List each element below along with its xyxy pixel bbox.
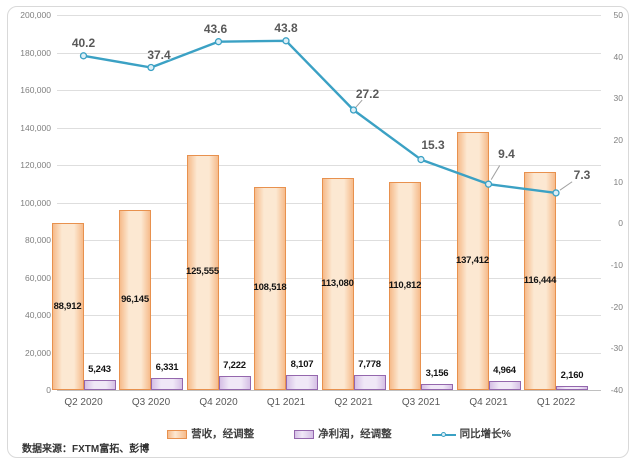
legend: 营收，经调整 净利润，经调整 同比增长% [8,427,628,441]
source-note: 数据来源：FXTM富拓、彭博 [22,444,150,455]
label-leader-line [559,181,573,191]
right-axis-tick: -40 [610,385,623,395]
growth-value-label: 7.3 [573,167,591,182]
profit-bar [218,376,251,390]
right-axis-tick: -10 [610,260,623,270]
growth-value-label: 27.2 [355,87,380,101]
left-axis-tick: 160,000 [20,85,51,95]
growth-marker [349,106,358,114]
growth-value-label: 40.2 [71,35,96,50]
profit-value-label: 5,243 [88,364,111,376]
legend-label-growth: 同比增长% [459,427,511,440]
revenue-value-label: 137,412 [456,255,489,267]
category-label: Q3 2020 [131,397,171,408]
right-axis-tick: 40 [613,51,623,62]
left-axis-tick: 180,000 [20,47,51,58]
left-axis-tick: 0 [46,385,51,395]
revenue-bar [524,171,556,390]
revenue-bar [389,182,421,390]
chart-frame: 0 20,000 40,000 60,000 80,000 100,000 120,000 1… [7,6,629,458]
left-axis-tick: 40,000 [25,310,51,320]
x-axis-line [57,390,601,391]
right-axis-tick: 50 [613,10,623,20]
profit-bar [556,385,588,390]
profit-value-label: 4,964 [493,364,516,376]
profit-bar [421,384,453,390]
left-axis-tick: 200,000 [20,10,51,20]
profit-value-label: 6,331 [155,362,179,374]
right-axis-tick: 0 [618,218,623,229]
category-label: Q2 2021 [334,397,373,408]
profit-value-label: 7,778 [358,359,381,371]
growth-marker [147,63,155,72]
profit-swatch-icon [294,429,315,439]
revenue-bar [254,186,286,390]
category-label: Q1 2021 [266,397,306,408]
gridline [57,127,601,129]
profit-value-label: 3,156 [425,368,449,380]
profit-bar [488,380,521,390]
growth-value-label: 43.8 [274,20,298,35]
revenue-value-label: 113,080 [321,277,354,289]
left-axis-tick: 20,000 [25,347,51,358]
growth-value-label: 9.4 [498,147,515,162]
right-axis-tick: 10 [613,176,623,187]
profit-value-label: 8,107 [290,358,314,370]
category-label: Q4 2021 [469,397,508,408]
right-axis-tick: -20 [610,301,623,312]
right-axis-tick: -30 [610,343,623,354]
growth-line-swatch-icon [431,430,456,439]
growth-marker [417,155,425,164]
legend-item-growth: 同比增长% [431,427,511,441]
profit-bar [353,375,386,390]
profit-bar [151,378,183,390]
revenue-value-label: 125,555 [186,266,219,278]
growth-marker [79,52,88,60]
growth-marker [282,37,290,45]
legend-label-revenue: 营收，经调整 [191,427,255,440]
revenue-bar [119,209,151,390]
revenue-value-label: 88,912 [53,300,82,312]
growth-value-label: 43.6 [203,21,228,36]
profit-value-label: 2,160 [560,369,584,381]
category-label: Q1 2022 [536,397,576,408]
profit-bar [83,380,116,390]
profit-value-label: 7,222 [223,360,246,372]
category-label: Q2 2020 [64,397,103,408]
revenue-value-label: 96,145 [121,293,149,305]
revenue-value-label: 116,444 [523,274,557,286]
label-leader-line [355,99,363,108]
left-axis-tick: 100,000 [20,197,51,208]
revenue-swatch-icon [167,429,188,439]
right-axis-tick: 20 [613,135,623,145]
gridline [57,165,601,166]
revenue-bar [321,177,354,390]
legend-item-profit: 净利润，经调整 [294,428,392,441]
profit-bar [286,374,318,390]
gridline [57,15,601,16]
right-axis-tick: 30 [613,93,623,104]
left-axis-tick: 140,000 [20,122,51,133]
growth-marker [214,38,223,46]
revenue-value-label: 108,518 [253,282,287,294]
category-label: Q3 2021 [401,397,441,408]
left-axis-tick: 80,000 [25,235,51,245]
gridline [57,90,601,91]
revenue-value-label: 110,812 [388,280,422,292]
legend-item-revenue: 营收，经调整 [167,428,254,441]
label-leader-line [490,165,501,180]
growth-value-label: 37.4 [147,47,171,62]
legend-label-profit: 净利润，经调整 [318,427,392,440]
growth-value-label: 15.3 [421,137,445,152]
revenue-bar [51,223,84,390]
left-axis-tick: 60,000 [25,272,51,283]
category-label: Q4 2020 [199,397,238,408]
left-axis-tick: 120,000 [20,160,51,170]
